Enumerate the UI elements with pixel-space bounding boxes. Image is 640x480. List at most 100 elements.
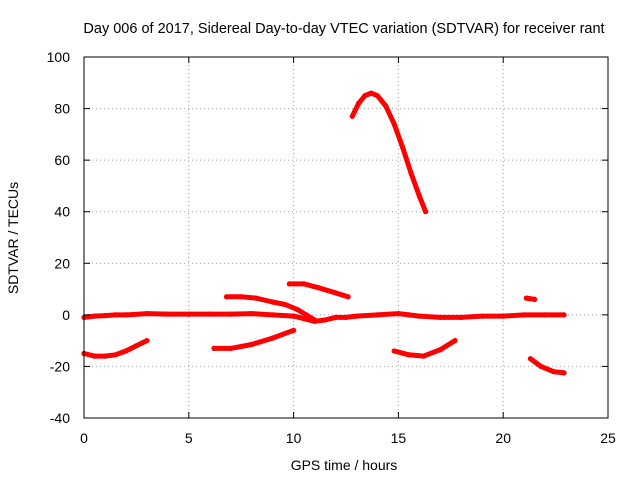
data-point [228,311,234,317]
data-point [123,312,129,318]
data-point [561,370,567,376]
data-point [186,311,192,317]
data-point [207,311,213,317]
data-point [538,363,544,369]
data-point [391,348,397,354]
data-point [523,295,529,301]
data-point [374,93,380,99]
data-point [406,352,412,358]
series-arc-rise [349,90,429,215]
data-point [228,345,234,351]
series-arc-baseline [81,311,567,324]
x-tick-label: 5 [185,430,193,446]
data-point [282,301,288,308]
data-point [521,312,527,318]
y-tick-label: 100 [47,49,71,65]
x-tick-label: 20 [495,430,511,446]
data-point [91,353,98,359]
y-tick-label: 80 [54,101,70,117]
x-tick-label: 15 [391,430,407,446]
data-point [270,312,276,318]
data-point [416,193,422,199]
data-point [395,311,401,317]
data-point [561,312,567,318]
data-point [437,314,443,320]
data-point [408,170,414,176]
data-point [423,209,429,215]
data-point [349,113,355,119]
data-point [542,312,548,318]
data-point [362,93,368,99]
data-point [301,281,307,287]
y-tick-label: 40 [54,204,70,220]
data-point [437,347,443,353]
chart-title: Day 006 of 2017, Sidereal Day-to-day VTE… [83,21,604,37]
data-point [303,312,309,318]
y-tick-label: 60 [54,152,70,168]
data-point [144,338,150,344]
data-point [532,296,538,302]
data-point [400,144,406,150]
data-point [123,348,129,354]
y-axis-label: SDTVAR / TECUs [5,182,21,294]
data-point [112,352,118,358]
y-tick-label: 0 [62,307,70,323]
data-point [345,294,351,300]
data-point [301,316,307,322]
data-point [421,353,427,359]
data-point [270,335,276,341]
data-point [458,314,464,320]
data-point [416,313,422,319]
series-layer [81,90,567,376]
data-point [165,311,171,317]
x-axis-label: GPS time / hours [291,457,398,473]
data-point [238,294,244,300]
data-point [291,313,297,319]
data-point [479,313,485,319]
data-point [316,285,322,291]
series-arc-late-negative [527,356,567,376]
data-point [133,343,139,349]
data-point [500,313,506,319]
x-tick-label: 10 [286,430,302,446]
tick-labels-layer: 0 5 10 15 20 25 -40 -20 0 20 40 60 80 100 [47,49,616,446]
data-point [452,338,458,344]
data-point [332,314,339,320]
y-tick-label: 20 [54,255,70,271]
data-point [249,311,255,317]
data-point [322,317,328,323]
data-point [144,311,150,317]
y-tick-label: -20 [50,358,70,374]
x-tick-label: 0 [80,430,88,446]
data-point [270,299,276,305]
ticks-layer [83,56,609,419]
data-point [211,345,217,351]
data-point [368,90,374,96]
data-point [295,307,301,313]
data-point [312,317,318,323]
data-point [91,313,98,319]
data-point [406,312,412,318]
data-point [253,295,259,301]
data-point [332,290,339,296]
y-tick-label: -40 [50,410,70,426]
data-point [286,281,292,287]
x-tick-label: 25 [600,430,616,446]
data-point [353,313,360,319]
data-point [356,100,362,106]
grid-layer [84,57,608,418]
data-point [223,294,230,300]
data-point [249,341,255,348]
data-point [343,314,349,320]
data-point [383,103,389,109]
data-point [112,312,118,318]
plot-frame [83,56,609,419]
data-point [527,356,534,362]
data-point [291,327,297,333]
data-point [102,313,108,319]
data-point [374,312,380,318]
data-point [391,121,397,127]
data-point [102,353,108,359]
